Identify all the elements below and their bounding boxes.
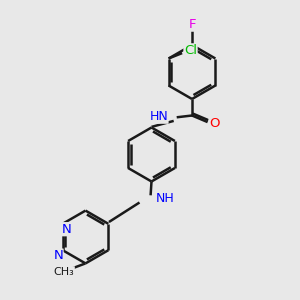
Text: N: N [61, 223, 71, 236]
Text: F: F [188, 18, 196, 31]
Text: Cl: Cl [184, 44, 197, 57]
Text: N: N [53, 249, 63, 262]
Text: NH: NH [156, 192, 174, 205]
Text: HN: HN [149, 110, 168, 123]
Text: O: O [209, 117, 220, 130]
Text: CH₃: CH₃ [53, 267, 74, 277]
